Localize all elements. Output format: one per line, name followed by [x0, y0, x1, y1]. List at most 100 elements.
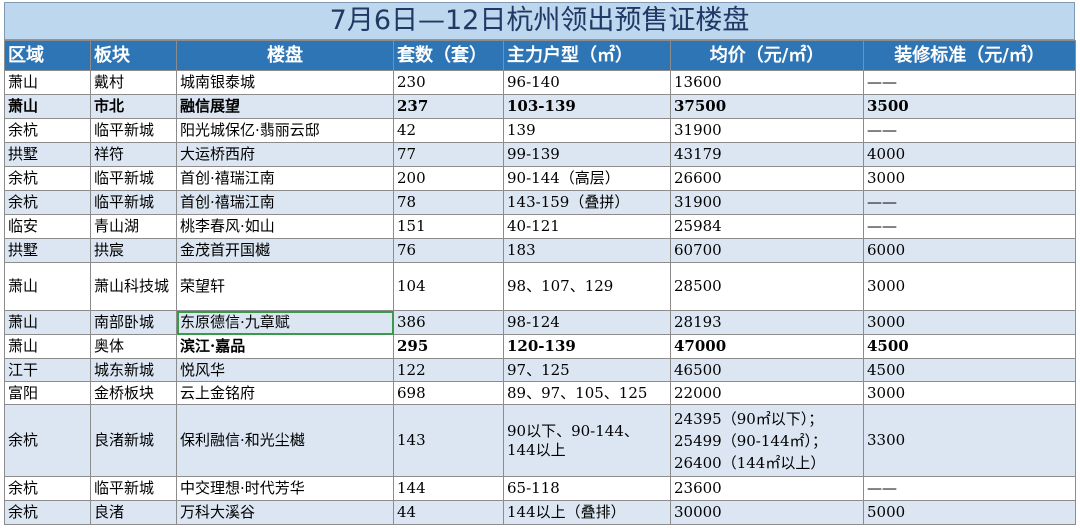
cell-project[interactable]: 悦风华	[176, 358, 394, 382]
cell-area[interactable]: 余杭	[4, 190, 91, 215]
cell-project[interactable]: 金茂首开国樾	[176, 238, 394, 263]
cell-area[interactable]: 萧山	[4, 94, 91, 119]
cell-price[interactable]: 26600	[670, 166, 864, 191]
cell-area[interactable]: 萧山	[4, 334, 91, 359]
cell-units[interactable]: 295	[393, 334, 504, 359]
cell-block[interactable]: 祥符	[90, 142, 177, 167]
cell-units[interactable]: 698	[393, 381, 504, 405]
cell-type[interactable]: 120-139	[503, 334, 671, 359]
cell-block[interactable]: 青山湖	[90, 214, 177, 239]
cell-area[interactable]: 余杭	[4, 118, 91, 143]
cell-project-selected[interactable]: 东原德信·九章赋	[176, 310, 394, 335]
cell-block[interactable]: 临平新城	[90, 118, 177, 143]
cell-project[interactable]: 万科大溪谷	[176, 500, 394, 525]
cell-area[interactable]: 拱墅	[4, 238, 91, 263]
cell-deco[interactable]: ——	[863, 70, 1076, 95]
cell-deco[interactable]: 3000	[863, 381, 1076, 405]
cell-units[interactable]: 200	[393, 166, 504, 191]
cell-price[interactable]: 24395（90㎡以下）；25499（90-144㎡）；26400（144㎡以上…	[670, 404, 864, 477]
header-type[interactable]: 主力户型（㎡）	[503, 40, 671, 71]
cell-units[interactable]: 151	[393, 214, 504, 239]
cell-deco[interactable]: 4000	[863, 142, 1076, 167]
cell-price[interactable]: 28500	[670, 262, 864, 311]
header-block[interactable]: 板块	[90, 40, 177, 71]
cell-area[interactable]: 拱墅	[4, 142, 91, 167]
cell-deco[interactable]: ——	[863, 214, 1076, 239]
cell-area[interactable]: 江干	[4, 358, 91, 382]
cell-area[interactable]: 余杭	[4, 476, 91, 501]
cell-project[interactable]: 云上金铭府	[176, 381, 394, 405]
cell-project[interactable]: 荣望轩	[176, 262, 394, 311]
cell-units[interactable]: 44	[393, 500, 504, 525]
cell-type[interactable]: 90-144（高层）	[503, 166, 671, 191]
cell-units[interactable]: 104	[393, 262, 504, 311]
cell-type[interactable]: 99-139	[503, 142, 671, 167]
cell-project[interactable]: 首创·禧瑞江南	[176, 166, 394, 191]
cell-block[interactable]: 城东新城	[90, 358, 177, 382]
cell-type[interactable]: 97、125	[503, 358, 671, 382]
cell-block[interactable]: 金桥板块	[90, 381, 177, 405]
cell-area[interactable]: 富阳	[4, 381, 91, 405]
cell-block[interactable]: 临平新城	[90, 166, 177, 191]
cell-block[interactable]: 萧山科技城	[90, 262, 177, 311]
cell-price[interactable]: 22000	[670, 381, 864, 405]
cell-deco[interactable]: 5000	[863, 500, 1076, 525]
cell-price[interactable]: 13600	[670, 70, 864, 95]
cell-block[interactable]: 奥体	[90, 334, 177, 359]
cell-project[interactable]: 首创·禧瑞江南	[176, 190, 394, 215]
cell-type[interactable]: 139	[503, 118, 671, 143]
cell-project[interactable]: 保利融信·和光尘樾	[176, 404, 394, 477]
cell-block[interactable]: 临平新城	[90, 190, 177, 215]
header-units[interactable]: 套数（套）	[393, 40, 504, 71]
cell-type[interactable]: 144以上（叠排）	[503, 500, 671, 525]
cell-project[interactable]: 滨江·嘉品	[176, 334, 394, 359]
header-area[interactable]: 区域	[4, 40, 91, 71]
cell-block[interactable]: 南部卧城	[90, 310, 177, 335]
cell-deco[interactable]: ——	[863, 118, 1076, 143]
cell-units[interactable]: 77	[393, 142, 504, 167]
cell-units[interactable]: 237	[393, 94, 504, 119]
cell-area[interactable]: 萧山	[4, 262, 91, 311]
cell-deco[interactable]: 3000	[863, 166, 1076, 191]
cell-price[interactable]: 31900	[670, 118, 864, 143]
cell-units[interactable]: 386	[393, 310, 504, 335]
cell-price[interactable]: 47000	[670, 334, 864, 359]
cell-type[interactable]: 98、107、129	[503, 262, 671, 311]
cell-block[interactable]: 拱宸	[90, 238, 177, 263]
cell-block[interactable]: 戴村	[90, 70, 177, 95]
cell-area[interactable]: 临安	[4, 214, 91, 239]
cell-units[interactable]: 78	[393, 190, 504, 215]
cell-block[interactable]: 良渚	[90, 500, 177, 525]
cell-price[interactable]: 30000	[670, 500, 864, 525]
cell-type[interactable]: 90以下、90-144、144以上	[503, 404, 671, 477]
cell-price[interactable]: 60700	[670, 238, 864, 263]
cell-deco[interactable]: 3000	[863, 262, 1076, 311]
cell-price[interactable]: 28193	[670, 310, 864, 335]
cell-deco[interactable]: 3300	[863, 404, 1076, 477]
cell-block[interactable]: 市北	[90, 94, 177, 119]
cell-block[interactable]: 良渚新城	[90, 404, 177, 477]
cell-type[interactable]: 103-139	[503, 94, 671, 119]
cell-units[interactable]: 76	[393, 238, 504, 263]
cell-type[interactable]: 65-118	[503, 476, 671, 501]
cell-project[interactable]: 大运桥西府	[176, 142, 394, 167]
cell-project[interactable]: 阳光城保亿·翡丽云邸	[176, 118, 394, 143]
cell-deco[interactable]: 4500	[863, 358, 1076, 382]
cell-units[interactable]: 230	[393, 70, 504, 95]
cell-price[interactable]: 46500	[670, 358, 864, 382]
cell-type[interactable]: 143-159（叠拼）	[503, 190, 671, 215]
cell-price[interactable]: 25984	[670, 214, 864, 239]
cell-type[interactable]: 89、97、105、125	[503, 381, 671, 405]
cell-area[interactable]: 余杭	[4, 500, 91, 525]
cell-project[interactable]: 城南银泰城	[176, 70, 394, 95]
cell-type[interactable]: 98-124	[503, 310, 671, 335]
cell-deco[interactable]: 6000	[863, 238, 1076, 263]
cell-area[interactable]: 余杭	[4, 166, 91, 191]
cell-price[interactable]: 23600	[670, 476, 864, 501]
cell-deco[interactable]: ——	[863, 190, 1076, 215]
cell-deco[interactable]: ——	[863, 476, 1076, 501]
cell-area[interactable]: 余杭	[4, 404, 91, 477]
cell-units[interactable]: 143	[393, 404, 504, 477]
cell-price[interactable]: 37500	[670, 94, 864, 119]
cell-area[interactable]: 萧山	[4, 310, 91, 335]
